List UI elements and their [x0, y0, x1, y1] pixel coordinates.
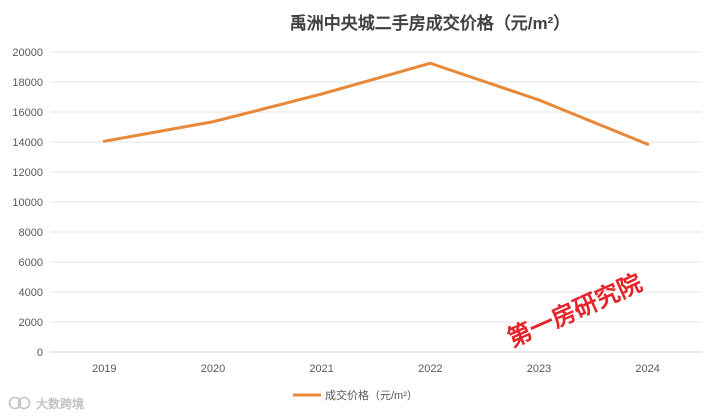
series-line[interactable] — [102, 61, 650, 146]
brand-text: 大数跨境 — [36, 396, 84, 411]
data-point[interactable] — [211, 120, 215, 124]
y-axis-ticks: 0 2000 4000 6000 8000 10000 12000 14000 16000 180… — [12, 47, 43, 359]
data-point[interactable] — [537, 98, 541, 102]
y-tick-label: 2000 — [19, 317, 43, 329]
y-tick-label: 18000 — [12, 77, 43, 89]
y-tick-label: 0 — [37, 347, 43, 359]
y-tick-label: 6000 — [19, 257, 43, 269]
y-tick-label: 12000 — [12, 167, 43, 179]
x-axis-ticks: 2019 2020 2021 2022 2023 2024 — [92, 363, 660, 375]
y-tick-label: 14000 — [12, 137, 43, 149]
x-tick-label: 2021 — [309, 363, 333, 375]
series-layer — [102, 61, 650, 146]
brand-logo-icon — [8, 396, 31, 410]
x-tick-label: 2022 — [418, 363, 442, 375]
y-tick-label: 10000 — [12, 197, 43, 209]
y-tick-label: 20000 — [12, 47, 43, 59]
watermark: 第一房研究院 — [503, 269, 646, 353]
y-tick-label: 16000 — [12, 107, 43, 119]
data-point[interactable] — [102, 139, 106, 143]
gridlines — [50, 51, 702, 353]
x-tick-label: 2019 — [92, 363, 116, 375]
data-point[interactable] — [646, 142, 650, 146]
y-tick-label: 8000 — [19, 227, 43, 239]
x-tick-label: 2023 — [527, 363, 551, 375]
data-point[interactable] — [428, 61, 432, 65]
data-point[interactable] — [320, 92, 324, 96]
x-tick-label: 2020 — [201, 363, 225, 375]
legend[interactable]: 成交价格（元/m²） — [293, 388, 418, 402]
x-tick-label: 2024 — [635, 363, 659, 375]
y-tick-label: 4000 — [19, 287, 43, 299]
chart-title: 禹洲中央城二手房成交价格（元/m²） — [290, 13, 571, 33]
legend-label: 成交价格（元/m²） — [325, 388, 418, 402]
